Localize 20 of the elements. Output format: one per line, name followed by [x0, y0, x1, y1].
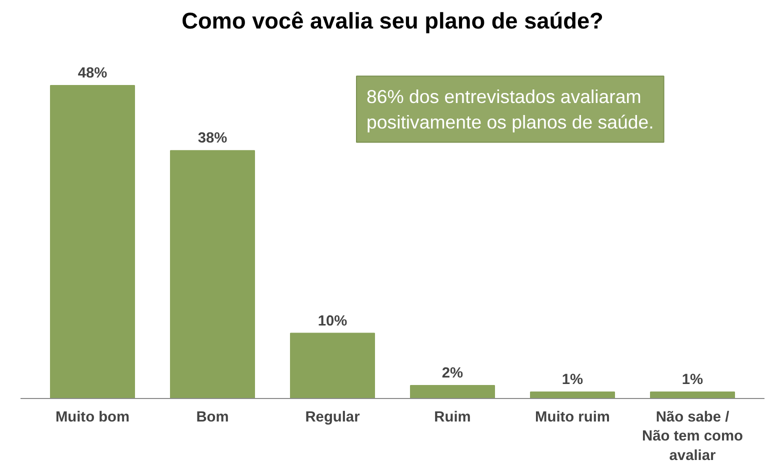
bar	[170, 150, 255, 398]
bar	[530, 391, 615, 398]
bar	[290, 332, 375, 398]
data-label: 38%	[198, 130, 228, 147]
x-tick-label: Muito bom	[55, 410, 130, 426]
x-tick-label: Bom	[196, 410, 229, 426]
bar	[650, 391, 735, 398]
data-label: 2%	[442, 365, 464, 382]
x-tick-label: Não sabe / Não tem como avaliar	[642, 410, 744, 464]
chart-title: Como você avalia seu plano de saúde?	[182, 8, 604, 34]
bar	[50, 84, 135, 398]
x-tick-label: Ruim	[434, 410, 471, 426]
annotation: 86% dos entrevistados avaliaram positivamente os planos de saúde.	[366, 86, 654, 132]
data-label: 48%	[78, 65, 108, 82]
data-label: 1%	[682, 372, 704, 388]
x-tick-label: Muito ruim	[535, 410, 610, 426]
data-label: 1%	[562, 372, 584, 388]
bar	[410, 384, 495, 398]
data-label: 10%	[318, 313, 348, 330]
x-tick-label: Regular	[305, 410, 360, 426]
